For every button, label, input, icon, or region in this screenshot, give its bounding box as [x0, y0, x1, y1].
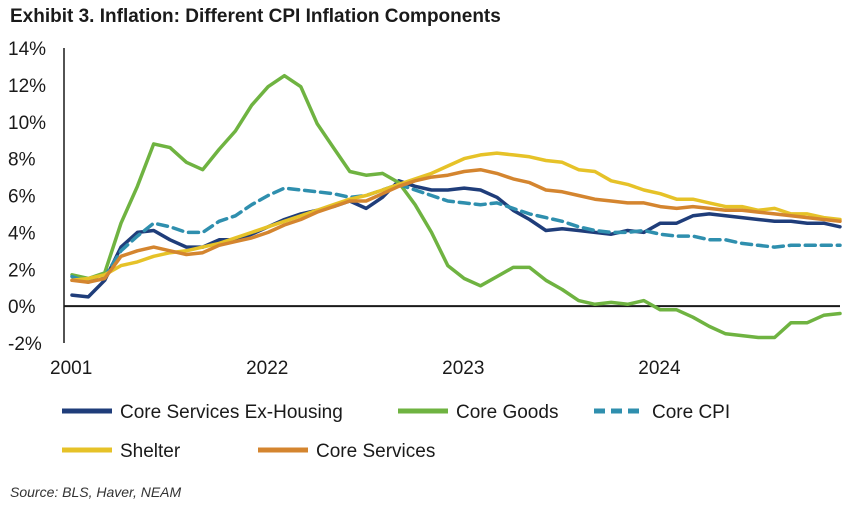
y-tick-label: 0%: [8, 297, 36, 318]
x-axis-ticks: 2001 2022 2023 2024: [50, 358, 681, 379]
y-tick-label: 4%: [8, 223, 36, 244]
series-line-core-goods: [70, 73, 842, 340]
series-line-core-cpi: [70, 182, 842, 284]
legend-label: Shelter: [120, 441, 181, 462]
y-tick-label: 10%: [8, 113, 46, 134]
legend-label: Core CPI: [652, 402, 730, 423]
legend-label: Core Services: [316, 441, 435, 462]
y-tick-label: 6%: [8, 187, 36, 208]
legend-label: Core Services Ex-Housing: [120, 402, 343, 423]
series-line-shelter: [70, 151, 842, 283]
y-tick-label: 12%: [8, 76, 46, 97]
series-line-core-services: [70, 167, 842, 284]
y-tick-label: -2%: [8, 334, 42, 355]
series-lines: [70, 73, 842, 340]
y-tick-label: 8%: [8, 150, 36, 171]
source-note: Source: BLS, Haver, NEAM: [10, 484, 182, 500]
legend: Core Services Ex-Housing Core Goods Core C…: [62, 402, 730, 462]
legend-label: Core Goods: [456, 402, 558, 423]
x-tick-label: 2001: [50, 358, 92, 379]
x-tick-label: 2024: [638, 358, 681, 379]
y-tick-label: 2%: [8, 260, 36, 281]
chart-title: Exhibit 3. Inflation: Different CPI Infl…: [10, 6, 501, 27]
x-tick-label: 2023: [442, 358, 484, 379]
y-tick-label: 14%: [8, 39, 46, 60]
y-axis-ticks: -2% 0% 2% 4% 6% 8% 10% 12% 14%: [8, 39, 46, 355]
x-tick-label: 2022: [246, 358, 288, 379]
